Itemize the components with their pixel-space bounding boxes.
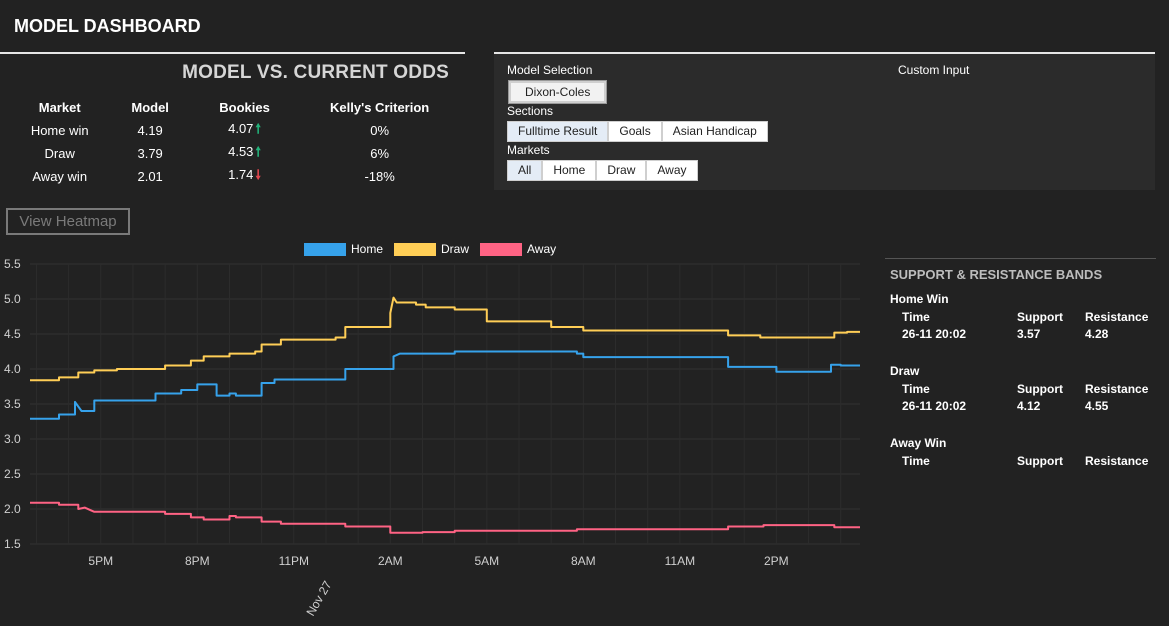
series-line-home xyxy=(30,350,860,420)
series-line-away xyxy=(30,501,860,534)
y-tick-label: 5.0 xyxy=(4,292,21,306)
series-line-draw xyxy=(30,296,860,382)
table-row: Draw 3.79 4.53 🠕 6% xyxy=(14,142,465,165)
x-tick-label: 8PM xyxy=(185,554,210,568)
sr-resistance-header: Resistance xyxy=(1085,454,1149,468)
chart-series xyxy=(30,296,860,534)
x-tick-label: 2AM xyxy=(378,554,403,568)
section-asian-handicap-button[interactable]: Asian Handicap xyxy=(661,121,768,142)
x-tick-label: 5AM xyxy=(474,554,499,568)
model-cell: 2.01 xyxy=(137,169,163,184)
market-cell: Draw xyxy=(44,146,75,161)
col-header-market: Market xyxy=(38,100,81,115)
sr-time-header: Time xyxy=(902,382,930,396)
custom-input-label: Custom Input xyxy=(898,63,970,77)
sr-resistance-value: 4.28 xyxy=(1085,327,1109,341)
bookies-cell: 4.53 🠕 xyxy=(195,142,294,165)
y-axis-ticks: 1.5 2.0 2.5 3.0 3.5 4.0 4.5 5.0 5.5 xyxy=(4,257,21,551)
chart-grid xyxy=(30,263,860,545)
bookies-value: 4.07 xyxy=(228,120,254,136)
sections-label: Sections xyxy=(507,104,554,118)
x-axis-ticks: 5PM 8PM 11PM 2AM 5AM 8AM 11AM 2PM Nov 27 xyxy=(88,554,788,618)
y-tick-label: 5.5 xyxy=(4,257,21,271)
bookies-value: 4.53 xyxy=(228,143,254,159)
app-title: MODEL DASHBOARD xyxy=(14,16,201,36)
bookies-value: 1.74 xyxy=(228,166,254,182)
y-tick-label: 2.5 xyxy=(4,467,21,481)
bookies-cell: 4.07 🠕 xyxy=(195,119,294,142)
odds-history-chart: 1.5 2.0 2.5 3.0 3.5 4.0 4.5 5.0 5.5 5PM 8PM 11PM 2A… xyxy=(4,242,860,618)
sr-time-header: Time xyxy=(902,454,930,468)
y-tick-label: 1.5 xyxy=(4,537,21,551)
y-tick-label: 3.0 xyxy=(4,432,21,446)
odds-panel: MODEL VS. CURRENT ODDS Market Model Book… xyxy=(0,54,465,194)
bookies-cell: 1.74 🠗 xyxy=(195,165,294,188)
sr-support-header: Support xyxy=(1017,454,1063,468)
model-selection-label: Model Selection xyxy=(507,63,593,77)
model-controls-panel: Model Selection Custom Input Dixon-Coles… xyxy=(494,52,1155,190)
arrow-up-icon: 🠕 xyxy=(255,143,261,159)
view-heatmap-button[interactable]: View Heatmap xyxy=(6,208,130,235)
col-header-model: Model xyxy=(131,100,169,115)
kelly-cell: 0% xyxy=(370,123,390,138)
model-cell: 3.79 xyxy=(137,146,163,161)
arrow-up-icon: 🠕 xyxy=(255,120,261,136)
model-dixon-coles-button[interactable]: Dixon-Coles xyxy=(507,80,608,104)
legend-swatch-away xyxy=(480,243,522,256)
odds-header-row: Market Model Bookies Kelly's Criterion xyxy=(14,96,465,119)
legend-label-draw: Draw xyxy=(441,242,469,256)
section-goals-button[interactable]: Goals xyxy=(608,121,662,142)
sr-title: SUPPORT & RESISTANCE BANDS xyxy=(890,267,1103,282)
legend-swatch-home xyxy=(304,243,346,256)
sr-time-value: 26-11 20:02 xyxy=(902,327,967,341)
sr-home-win-title: Home Win xyxy=(890,292,949,306)
legend-swatch-draw xyxy=(394,243,436,256)
kelly-cell: -18% xyxy=(364,169,395,184)
col-header-kelly: Kelly's Criterion xyxy=(330,100,430,115)
sr-support-header: Support xyxy=(1017,382,1063,396)
kelly-cell: 6% xyxy=(370,146,390,161)
sr-resistance-value: 4.55 xyxy=(1085,399,1109,413)
sr-support-header: Support xyxy=(1017,310,1063,324)
market-cell: Away win xyxy=(32,169,88,184)
legend-label-away: Away xyxy=(527,242,556,256)
sr-resistance-header: Resistance xyxy=(1085,310,1149,324)
model-cell: 4.19 xyxy=(137,123,163,138)
x-date-label: Nov 27 xyxy=(303,578,334,618)
market-cell: Home win xyxy=(30,123,89,138)
market-draw-button[interactable]: Draw xyxy=(596,160,647,181)
x-tick-label: 8AM xyxy=(571,554,596,568)
sr-time-value: 26-11 20:02 xyxy=(902,399,967,413)
y-tick-label: 3.5 xyxy=(4,397,21,411)
y-tick-label: 4.5 xyxy=(4,327,21,341)
x-tick-label: 11AM xyxy=(665,554,695,568)
sr-resistance-header: Resistance xyxy=(1085,382,1149,396)
header-divider xyxy=(0,52,465,54)
table-row: Away win 2.01 1.74 🠗 -18% xyxy=(14,165,465,188)
markets-label: Markets xyxy=(507,143,550,157)
sr-support-value: 4.12 xyxy=(1017,399,1041,413)
market-all-button[interactable]: All xyxy=(507,160,543,181)
y-tick-label: 2.0 xyxy=(4,502,21,516)
odds-table: Market Model Bookies Kelly's Criterion H… xyxy=(14,96,465,188)
table-row: Home win 4.19 4.07 🠕 0% xyxy=(14,119,465,142)
sr-support-value: 3.57 xyxy=(1017,327,1041,341)
market-home-button[interactable]: Home xyxy=(542,160,597,181)
sr-draw-title: Draw xyxy=(890,364,920,378)
arrow-down-icon: 🠗 xyxy=(255,166,261,182)
y-tick-label: 4.0 xyxy=(4,362,21,376)
sr-away-win-title: Away Win xyxy=(890,436,947,450)
x-tick-label: 2PM xyxy=(764,554,789,568)
chart-legend: Home Draw Away xyxy=(304,242,556,256)
support-resistance-panel: SUPPORT & RESISTANCE BANDS Home Win Time… xyxy=(885,258,1156,479)
x-tick-label: 11PM xyxy=(279,554,309,568)
x-tick-label: 5PM xyxy=(88,554,113,568)
odds-title: MODEL VS. CURRENT ODDS xyxy=(182,62,449,83)
col-header-bookies: Bookies xyxy=(219,100,270,115)
sr-time-header: Time xyxy=(902,310,930,324)
legend-label-home: Home xyxy=(351,242,383,256)
market-away-button[interactable]: Away xyxy=(646,160,698,181)
section-fulltime-result-button[interactable]: Fulltime Result xyxy=(507,121,609,142)
